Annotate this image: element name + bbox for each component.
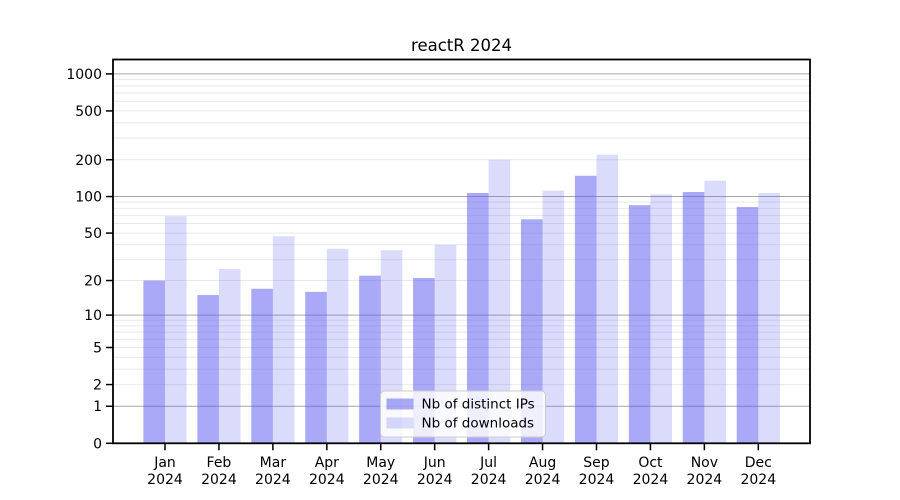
chart-title: reactR 2024 [411,36,512,55]
bar-distinct-ips-sep [574,175,597,444]
x-tick-label-year: 2024 [255,472,291,488]
legend-label-downloads: Nb of downloads [422,416,535,432]
bar-downloads-feb [218,269,241,444]
bar-distinct-ips-jul [467,192,489,444]
x-tick-label-month: Aug [529,455,556,471]
y-tick-label: 200 [75,153,102,169]
bar-distinct-ips-feb [197,295,219,444]
x-tick-label-month: Jan [153,455,176,471]
x-tick-label-year: 2024 [471,472,507,488]
bar-distinct-ips-mar [251,288,273,444]
x-tick-label-year: 2024 [309,472,345,488]
y-tick-label: 2 [93,378,102,394]
legend-swatch-downloads [386,417,414,429]
x-tick-label-year: 2024 [687,472,723,488]
bar-distinct-ips-jan [143,280,165,444]
y-axis: 0 1 2 5 10 20 50 100 200 500 1000 [66,67,113,452]
y-tick-label: 1 [93,399,102,415]
x-tick-label-year: 2024 [363,472,399,488]
bar-distinct-ips-nov [682,191,705,444]
y-tick-label: 20 [84,274,102,290]
legend-box [380,390,546,438]
bar-downloads-sep [596,154,619,444]
y-tick-label: 1000 [66,67,102,83]
x-axis: Jan2024Feb2024Mar2024Apr2024May2024Jun20… [147,443,776,488]
bar-downloads-jan [165,216,187,444]
y-tick-label: 50 [84,226,102,242]
bar-downloads-nov [704,180,726,444]
legend-swatch-distinct-ips [386,398,414,410]
x-tick-label-year: 2024 [579,472,615,488]
x-tick-label-year: 2024 [525,472,561,488]
bar-distinct-ips-aug [520,219,543,444]
bar-distinct-ips-dec [736,207,759,444]
x-tick-label-month: Nov [691,455,718,471]
y-tick-label: 100 [75,190,102,206]
x-tick-label-year: 2024 [633,472,669,488]
y-tick-label: 5 [93,341,102,357]
x-tick-label-month: Oct [638,455,663,471]
x-tick-label-month: May [366,455,395,471]
bar-downloads-aug [542,190,565,444]
x-tick-label-year: 2024 [740,472,776,488]
bar-downloads-jul [488,159,511,444]
x-tick-label-month: Jun [423,455,446,471]
legend: Nb of distinct IPs Nb of downloads [380,390,546,438]
bar-distinct-ips-may [359,275,381,444]
x-tick-label-month: Dec [745,455,772,471]
y-tick-label: 500 [75,104,102,120]
x-tick-label-month: Mar [260,455,287,471]
bar-downloads-apr [326,248,349,444]
plot-border [112,58,811,445]
x-tick-label-month: Apr [315,455,339,471]
x-tick-label-month: Jul [479,455,497,471]
x-tick-label-year: 2024 [417,472,453,488]
bar-downloads-mar [272,236,295,444]
x-tick-label-month: Feb [207,455,232,471]
x-tick-label-year: 2024 [147,472,183,488]
bar-downloads-dec [758,192,780,444]
y-tick-label: 10 [84,308,102,324]
y-tick-label: 0 [93,436,102,452]
x-tick-label-month: Sep [583,455,610,471]
bar-distinct-ips-apr [305,291,327,444]
legend-label-distinct-ips: Nb of distinct IPs [422,397,535,413]
x-tick-label-year: 2024 [201,472,237,488]
bar-downloads-oct [650,194,673,444]
bar-distinct-ips-oct [628,205,651,444]
